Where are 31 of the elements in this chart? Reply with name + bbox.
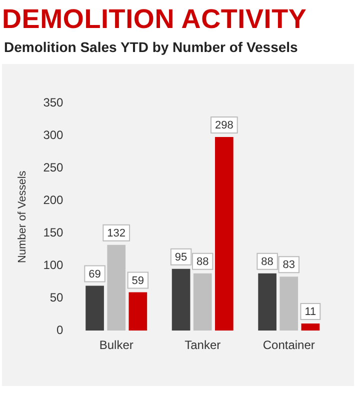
data-label: 132	[107, 227, 126, 240]
y-tick-label: 350	[43, 96, 64, 110]
data-label: 88	[261, 256, 274, 268]
bar	[301, 323, 320, 331]
bar	[215, 136, 234, 331]
y-tick-label: 100	[43, 258, 64, 272]
x-tick-label: Tanker	[184, 338, 221, 352]
data-label: 88	[196, 256, 209, 268]
y-tick-label: 200	[43, 192, 64, 207]
y-tick-label: 50	[50, 290, 64, 304]
y-tick-label: 150	[43, 225, 64, 240]
bar	[172, 268, 190, 331]
bar	[280, 276, 298, 331]
data-label: 59	[132, 274, 144, 287]
y-axis-title: Number of Vessels	[16, 170, 29, 264]
data-label: 83	[282, 259, 295, 272]
data-label: 95	[174, 251, 188, 264]
y-tick-label: 300	[43, 128, 64, 142]
y-tick-label: 0	[56, 322, 64, 337]
bar	[128, 292, 148, 331]
data-label: 11	[304, 306, 316, 318]
bar	[258, 273, 276, 331]
data-label: 69	[88, 268, 101, 280]
y-tick-label: 250	[43, 160, 64, 174]
bar	[193, 273, 212, 331]
bar	[86, 286, 104, 331]
chart-title: DEMOLITION ACTIVITY	[1, 3, 308, 35]
data-label: 298	[214, 120, 234, 132]
x-tick-label: Container	[262, 338, 315, 352]
chart-subtitle: Demolition Sales YTD by Number of Vessels	[3, 38, 299, 55]
x-tick-label: Bulker	[99, 338, 134, 352]
